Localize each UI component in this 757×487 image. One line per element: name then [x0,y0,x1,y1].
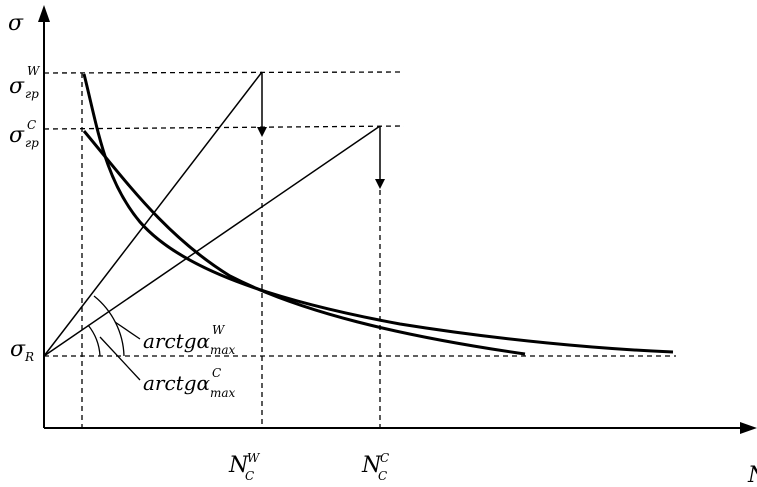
label-n-c-w: N C W [228,451,261,483]
svg-text:гр: гр [25,136,39,150]
svg-text:max: max [210,386,236,400]
svg-text:arctgα: arctgα [143,329,211,353]
curve-c [82,130,526,356]
svg-text:C: C [212,366,221,380]
label-sigma-r: σ R [10,337,34,364]
svg-text:N: N [228,453,249,478]
svg-text:W: W [247,451,261,465]
curve-w [82,73,674,354]
svg-text:σ: σ [9,123,25,148]
svg-text:C: C [378,469,387,483]
x-axis-label: N [747,463,757,487]
leader-line-w [114,321,141,340]
svg-text:σ: σ [9,74,25,99]
dashed-line-sigma-gr-c [43,125,405,130]
x-axis-arrow-icon [740,422,757,434]
leader-line-c [99,336,141,381]
label-n-c-c: N C C [361,451,389,483]
angle-arc-c [87,324,101,357]
angle-label-c: arctgα max C [143,366,236,400]
svg-text:C: C [27,118,36,132]
svg-text:гр: гр [25,87,39,101]
label-sigma-gr-c: σ гр C [9,118,39,150]
angle-label-w: arctgα max W [143,323,236,357]
svg-text:N: N [361,453,382,478]
svg-text:σ: σ [10,337,26,362]
label-sigma-gr-w: σ гр W [9,64,41,101]
svg-text:R: R [24,350,34,364]
y-axis-arrow-icon [38,5,50,22]
svg-text:W: W [27,64,41,78]
dashed-line-sigma-gr-w [43,71,401,74]
tangent-line-c [43,125,381,357]
y-axis-label: σ [8,11,24,36]
svg-text:max: max [210,343,236,357]
svg-text:C: C [245,469,254,483]
svg-text:W: W [212,323,226,337]
svg-text:C: C [380,451,389,465]
svg-text:arctgα: arctgα [143,371,211,395]
